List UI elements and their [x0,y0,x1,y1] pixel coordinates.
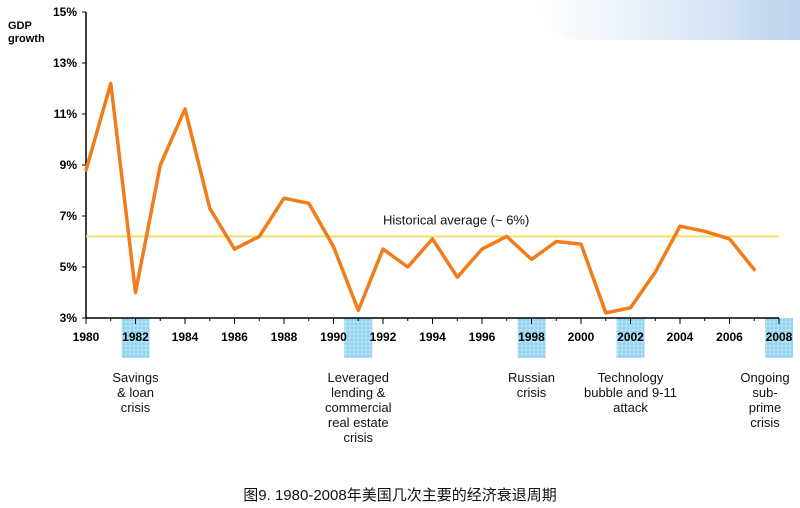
gdp-series [84,81,757,315]
x-tick-label: 1992 [370,330,397,344]
y-tick-label: 13% [53,56,77,70]
x-tick-label: 1994 [419,330,446,344]
y-tick-labels: 3% 5% 7% 9% 11% 13% 15% [53,5,77,325]
crisis-label: Technology bubble and 9-11 attack [583,370,678,415]
x-tick-label: 1990 [320,330,347,344]
crisis-band-1998 [517,318,546,358]
average-label: Historical average (~ 6%) [383,212,529,227]
crisis-label: Savings & loan crisis [112,370,159,415]
chart-axes [82,11,780,324]
y-tick-label: 7% [60,209,78,223]
x-tick-label: 2008 [766,330,793,344]
y-tick-label: 3% [60,311,78,325]
x-tick-label: 1998 [518,330,545,344]
x-tick-label: 2004 [667,330,694,344]
crisis-band-1982 [121,318,150,358]
crisis-band-2002 [616,318,645,358]
x-tick-label: 2000 [568,330,595,344]
y-tick-label: 5% [60,260,78,274]
x-tick-label: 1986 [221,330,248,344]
x-tick-label: 2002 [617,330,644,344]
crisis-label: Ongoing sub-prime crisis [740,370,790,430]
x-tick-label: 1982 [122,330,149,344]
crisis-band-1991 [344,318,373,358]
crisis-label: Leveraged lending & commercial real esta… [325,370,392,445]
crisis-label: Russian crisis [508,370,555,400]
x-tick-label: 1980 [73,330,100,344]
x-tick-label: 1984 [172,330,199,344]
y-axis-label: GDP growth [8,20,45,45]
historical-average: Historical average (~ 6%) [86,212,779,238]
figure-caption: 图9. 1980-2008年美国几次主要的经济衰退周期 [243,487,557,504]
x-tick-labels: 1980 1982 1984 1986 1988 1990 1992 1994 1996 1998… [73,330,793,344]
crisis-band-2008 [765,318,793,358]
background-corner-glow [540,0,800,40]
y-tick-label: 15% [53,5,77,19]
gdp-growth-line [84,81,757,315]
y-tick-label: 9% [60,158,78,172]
x-tick-label: 1996 [469,330,496,344]
crisis-bands [121,318,793,358]
x-tick-label: 1988 [271,330,298,344]
x-tick-label: 2006 [716,330,743,344]
y-tick-label: 11% [54,107,78,121]
